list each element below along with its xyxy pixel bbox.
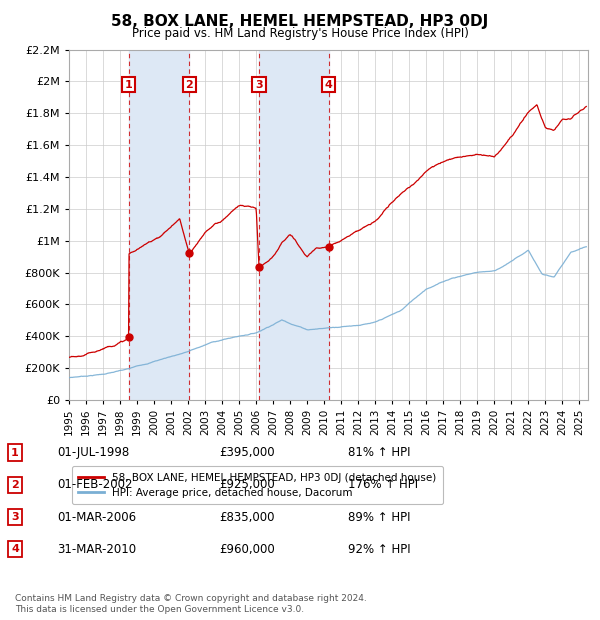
Text: 01-JUL-1998: 01-JUL-1998 (57, 446, 129, 459)
Legend: 58, BOX LANE, HEMEL HEMPSTEAD, HP3 0DJ (detached house), HPI: Average price, det: 58, BOX LANE, HEMEL HEMPSTEAD, HP3 0DJ (… (71, 466, 443, 504)
Text: 4: 4 (11, 544, 19, 554)
Text: 89% ↑ HPI: 89% ↑ HPI (348, 511, 410, 523)
Text: This data is licensed under the Open Government Licence v3.0.: This data is licensed under the Open Gov… (15, 604, 304, 614)
Text: 2: 2 (11, 480, 19, 490)
Text: 176% ↑ HPI: 176% ↑ HPI (348, 479, 418, 491)
Text: 58, BOX LANE, HEMEL HEMPSTEAD, HP3 0DJ: 58, BOX LANE, HEMEL HEMPSTEAD, HP3 0DJ (112, 14, 488, 29)
Text: 31-MAR-2010: 31-MAR-2010 (57, 543, 136, 556)
Text: 1: 1 (125, 79, 133, 90)
Text: 2: 2 (185, 79, 193, 90)
Text: 4: 4 (325, 79, 332, 90)
Text: £395,000: £395,000 (219, 446, 275, 459)
Text: £925,000: £925,000 (219, 479, 275, 491)
Text: £960,000: £960,000 (219, 543, 275, 556)
Text: Price paid vs. HM Land Registry's House Price Index (HPI): Price paid vs. HM Land Registry's House … (131, 27, 469, 40)
Bar (128, 50, 190, 400)
Text: £835,000: £835,000 (219, 511, 275, 523)
Text: 92% ↑ HPI: 92% ↑ HPI (348, 543, 410, 556)
Text: Contains HM Land Registry data © Crown copyright and database right 2024.: Contains HM Land Registry data © Crown c… (15, 593, 367, 603)
Text: 3: 3 (255, 79, 263, 90)
Text: 81% ↑ HPI: 81% ↑ HPI (348, 446, 410, 459)
Text: 1: 1 (11, 448, 19, 458)
Text: 01-MAR-2006: 01-MAR-2006 (57, 511, 136, 523)
Bar (259, 50, 329, 400)
Text: 3: 3 (11, 512, 19, 522)
Text: 01-FEB-2002: 01-FEB-2002 (57, 479, 133, 491)
